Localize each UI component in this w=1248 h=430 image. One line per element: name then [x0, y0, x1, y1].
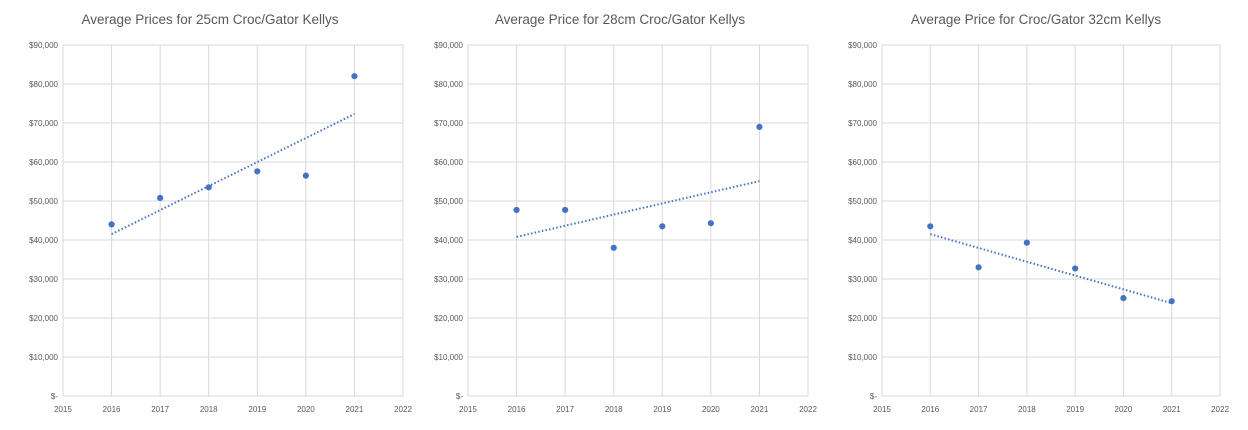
data-point — [707, 220, 714, 227]
y-tick-label: $20,000 — [29, 314, 58, 323]
y-tick-label: $90,000 — [29, 41, 58, 50]
x-tick-label: 2019 — [653, 405, 671, 414]
chart-panel-25cm: Average Prices for 25cm Croc/Gator Kelly… — [0, 0, 420, 430]
y-tick-label: $70,000 — [848, 119, 877, 128]
data-point — [562, 206, 569, 214]
y-tick-label: $40,000 — [434, 236, 463, 245]
x-tick-label: 2018 — [200, 405, 218, 414]
y-tick-label: $- — [870, 392, 877, 401]
y-tick-label: $20,000 — [848, 314, 877, 323]
y-tick-label: $70,000 — [29, 119, 58, 128]
x-tick-label: 2021 — [751, 405, 769, 414]
y-tick-label: $80,000 — [29, 80, 58, 89]
x-tick-label: 2021 — [346, 405, 364, 414]
chart-title: Average Prices for 25cm Croc/Gator Kelly… — [81, 12, 339, 27]
x-tick-label: 2018 — [1018, 405, 1036, 414]
y-tick-label: $30,000 — [434, 275, 463, 284]
x-tick-label: 2015 — [873, 405, 891, 414]
y-tick-label: $20,000 — [434, 314, 463, 323]
x-tick-label: 2019 — [248, 405, 266, 414]
y-tick-label: $10,000 — [434, 353, 463, 362]
data-point — [205, 184, 212, 191]
y-tick-label: $40,000 — [848, 236, 877, 245]
x-tick-label: 2015 — [459, 405, 477, 414]
scatter-plot-25cm: $- $10,000 $20,000 $30,000 $40,000 $50,000 $60… — [29, 41, 412, 414]
y-tick-label: $80,000 — [434, 80, 463, 89]
x-tick-label: 2016 — [921, 405, 939, 414]
data-point — [610, 244, 617, 251]
y-tick-label: $30,000 — [29, 275, 58, 284]
plot-area — [881, 44, 1221, 397]
y-tick-label: $40,000 — [29, 236, 58, 245]
y-tick-label: $- — [51, 392, 58, 401]
x-tick-label: 2019 — [1066, 405, 1084, 414]
chart-panel-32cm: Average Price for Croc/Gator 32cm Kellys… — [826, 0, 1246, 430]
scatter-plot-32cm: $- $10,000 $20,000 $30,000 $40,000 $50,000 $60… — [848, 41, 1229, 414]
data-point — [302, 172, 309, 179]
x-tick-label: 2022 — [1211, 405, 1229, 414]
chart-panel-28cm: Average Price for 28cm Croc/Gator Kellys… — [410, 0, 830, 430]
y-tick-label: $70,000 — [434, 119, 463, 128]
data-point — [513, 206, 520, 214]
y-tick-label: $50,000 — [848, 197, 877, 206]
x-tick-label: 2015 — [54, 405, 72, 414]
data-point — [756, 123, 763, 130]
trendline — [930, 233, 1172, 305]
chart-title: Average Price for 28cm Croc/Gator Kellys — [494, 12, 746, 27]
y-tick-label: $60,000 — [29, 158, 58, 167]
y-tick-label: $60,000 — [434, 158, 463, 167]
trendline — [111, 113, 355, 236]
x-tick-label: 2020 — [702, 405, 720, 414]
x-tick-label: 2017 — [970, 405, 988, 414]
y-tick-label: $50,000 — [434, 197, 463, 206]
y-tick-label: $- — [456, 392, 463, 401]
x-tick-label: 2020 — [1115, 405, 1133, 414]
data-point — [1023, 239, 1030, 246]
scatter-plot-28cm: $- $10,000 $20,000 $30,000 $40,000 $50,000 $60… — [434, 41, 817, 414]
x-tick-label: 2022 — [394, 405, 412, 414]
chart-title: Average Price for Croc/Gator 32cm Kellys — [910, 12, 1162, 27]
x-tick-label: 2022 — [799, 405, 817, 414]
y-tick-label: $10,000 — [848, 353, 877, 362]
y-tick-label: $10,000 — [29, 353, 58, 362]
data-point — [659, 223, 666, 230]
x-tick-label: 2017 — [556, 405, 574, 414]
y-tick-label: $50,000 — [29, 197, 58, 206]
y-tick-label: $90,000 — [434, 41, 463, 50]
data-point — [927, 223, 934, 230]
data-point — [1120, 295, 1127, 302]
y-tick-label: $90,000 — [848, 41, 877, 50]
x-tick-label: 2020 — [297, 405, 315, 414]
x-tick-label: 2017 — [151, 405, 169, 414]
data-point — [975, 264, 982, 271]
y-tick-label: $80,000 — [848, 80, 877, 89]
data-point — [1072, 265, 1079, 272]
y-tick-label: $60,000 — [848, 158, 877, 167]
data-point — [351, 73, 358, 80]
x-tick-label: 2016 — [103, 405, 121, 414]
plot-area — [467, 44, 809, 397]
data-point — [254, 168, 261, 175]
y-tick-label: $30,000 — [848, 275, 877, 284]
data-point — [157, 194, 164, 201]
x-tick-label: 2016 — [508, 405, 526, 414]
trendline — [516, 180, 760, 238]
x-tick-label: 2021 — [1163, 405, 1181, 414]
plot-area — [62, 44, 404, 397]
data-point — [108, 221, 115, 228]
data-point — [1168, 298, 1175, 305]
x-tick-label: 2018 — [605, 405, 623, 414]
